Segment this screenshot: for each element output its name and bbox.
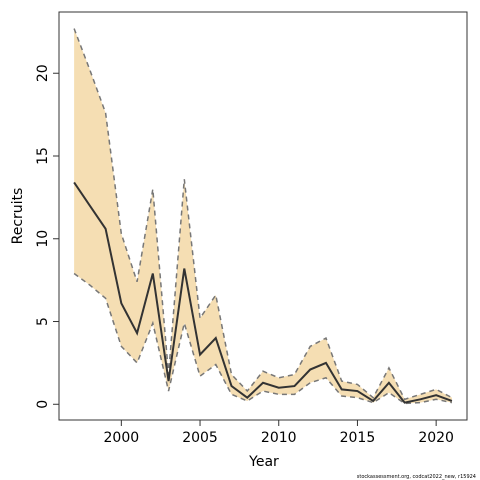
x-tick-label: 2015 [340,430,376,446]
line [73,181,453,404]
plot-frame [58,11,468,421]
y-tick-label: 5 [35,317,51,326]
x-tick-label: 2000 [104,430,140,446]
y-tick-label: 0 [35,400,51,409]
x-axis-label: Year [248,454,279,470]
x-tick-label: 2010 [261,430,297,446]
band-upper [73,28,453,401]
footnote: stockassessment.org, codcat2022_new, r15… [357,474,476,480]
y-tick-label: 20 [35,64,51,82]
y-tick-label: 15 [35,147,51,165]
x-tick-label: 2005 [182,430,218,446]
confidence-band [74,28,452,404]
y-axis-label: Recruits [10,188,26,245]
y-tick-label: 10 [35,230,51,248]
x-tick-label: 2020 [418,430,454,446]
